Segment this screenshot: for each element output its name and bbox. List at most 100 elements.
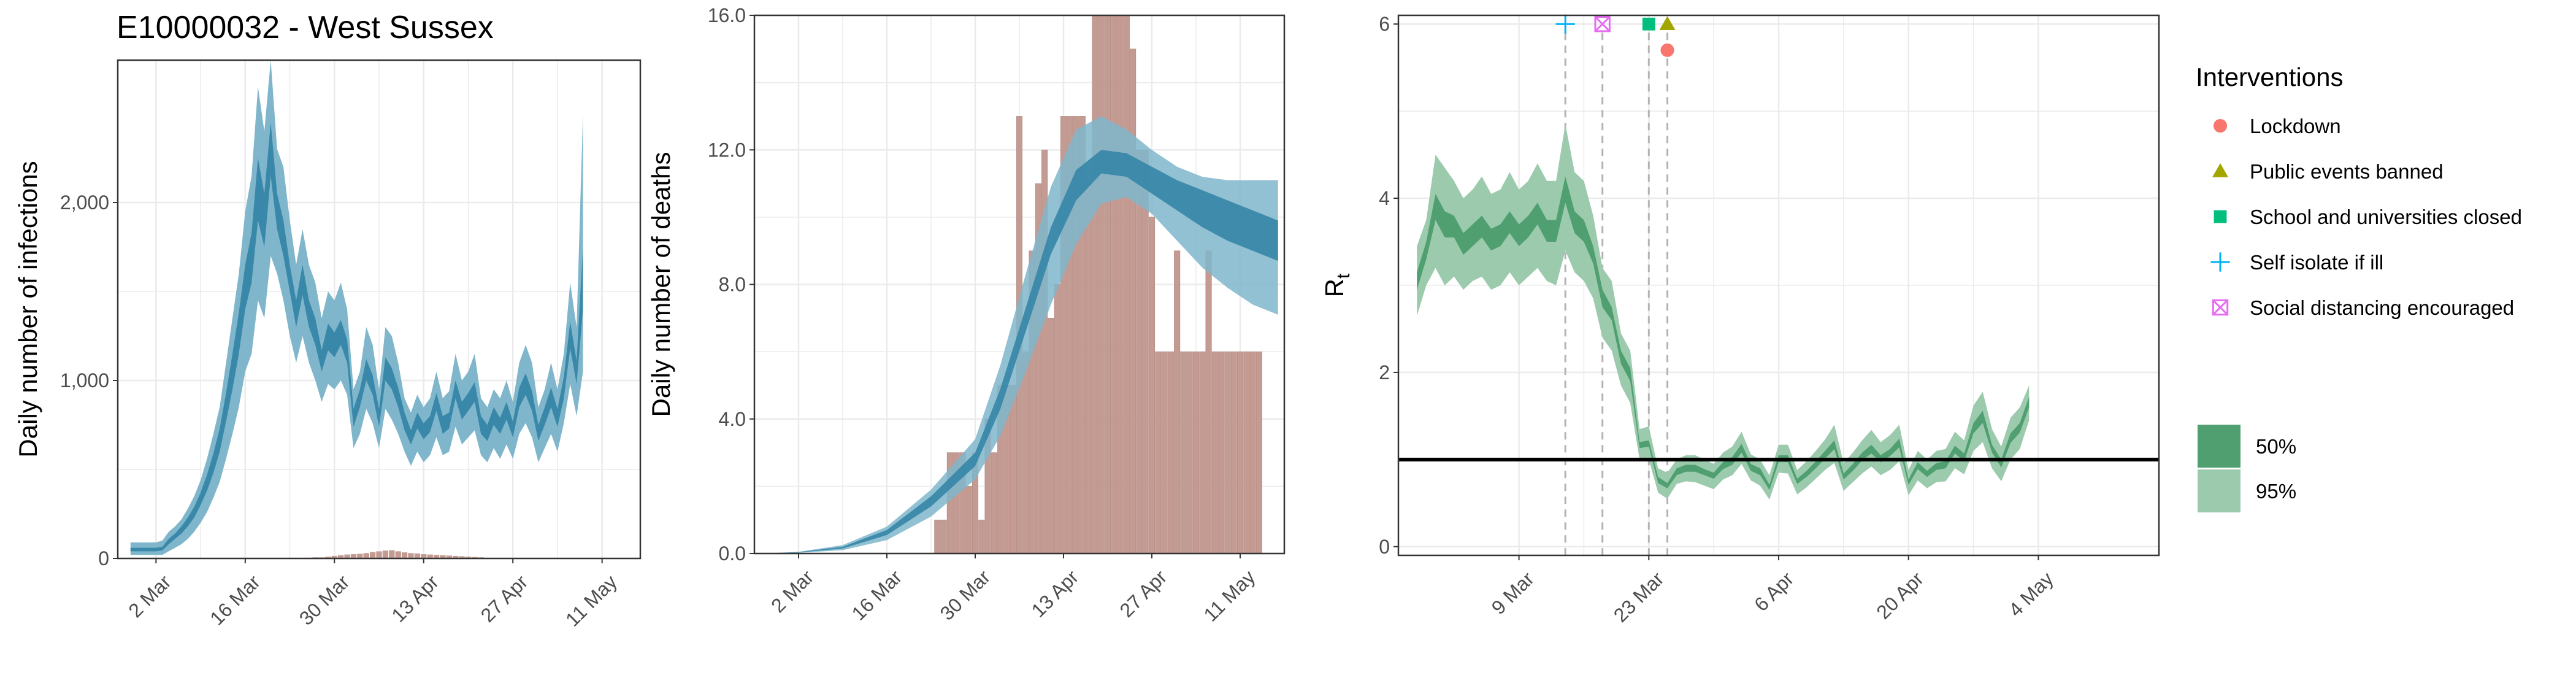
panel3-y-axis-label-subscript: t: [1333, 273, 1354, 279]
infections-observed-bar: [433, 555, 440, 558]
panel2-x-tick-label: 16 Mar: [847, 566, 906, 625]
panel1-x-tick-label: 13 Apr: [387, 571, 443, 627]
deaths-observed-bar: [1098, 15, 1105, 554]
legend-marker-plus: [2210, 252, 2230, 272]
infections-observed-bar: [389, 550, 395, 558]
panel3-y-axis-label-text: R: [1320, 279, 1349, 297]
deaths-observed-bar: [1155, 351, 1162, 554]
infections-observed-bar: [363, 553, 369, 558]
legend-marker-square: [2214, 210, 2227, 223]
infections-observed-bar: [395, 551, 401, 558]
infections-observed-bar: [401, 552, 408, 558]
deaths-observed-bar: [1167, 351, 1174, 554]
panel1-x-tick-label: 30 Mar: [295, 571, 354, 630]
deaths-observed-bar: [1174, 250, 1181, 554]
panel2-y-tick-label: 12.0: [708, 139, 746, 161]
deaths-observed-bar: [1117, 15, 1124, 554]
deaths-observed-bar: [1249, 351, 1256, 554]
panel3-border: [1397, 14, 2160, 557]
panel2-y-tick-label: 4.0: [719, 408, 746, 430]
panel2-border: [753, 14, 1286, 555]
panel1-x-tick-label: 27 Apr: [477, 571, 532, 627]
panel1-x-tick-label: 2 Mar: [124, 571, 175, 622]
panel2-x-tick-label: 13 Apr: [1027, 566, 1083, 622]
deaths-observed-bar: [1255, 351, 1262, 554]
deaths-observed-bar: [1230, 351, 1237, 554]
legend-band-swatch: [2198, 425, 2241, 468]
deaths-observed-bar: [1180, 351, 1187, 554]
deaths-observed-bar: [1218, 351, 1225, 554]
infections-observed-bar: [369, 552, 376, 558]
legend-band-swatch: [2198, 469, 2241, 512]
panel1-y-tick-label: 1,000: [60, 369, 109, 392]
panel3-y-axis-label: Rt: [1320, 273, 1354, 297]
intervention-marker: [1594, 15, 1611, 33]
deaths-observed-bar: [1022, 351, 1029, 554]
legend-item-label: Lockdown: [2250, 115, 2341, 137]
panel3-y-tick-label: 4: [1379, 187, 1390, 209]
infections-observed-bar: [427, 554, 433, 558]
legend-item-label: Public events banned: [2250, 160, 2444, 183]
panel1-y-tick-label: 2,000: [60, 191, 109, 214]
intervention-marker: [1642, 17, 1655, 31]
panel2-y-axis-label-text: Daily number of deaths: [646, 152, 675, 417]
deaths-observed-bar: [934, 519, 941, 554]
deaths-observed-bar: [1092, 15, 1098, 554]
legend-marker-triangle: [2212, 163, 2228, 177]
panel3-x-tick-label: 20 Apr: [1872, 568, 1928, 623]
deaths-observed-bar: [1136, 149, 1143, 554]
panel3-x-tick-label: 9 Mar: [1487, 568, 1539, 619]
intervention-marker: [1555, 14, 1575, 34]
panel3-x-tick-label: 4 May: [2004, 568, 2058, 621]
panel1-y-tick-label: 0: [98, 547, 109, 569]
infections-observed-bar: [331, 555, 337, 558]
panel2-y-axis-label: Daily number of deaths: [646, 152, 675, 417]
legend-item-label: School and universities closed: [2250, 206, 2522, 228]
legend-marker-boxcross: [2212, 299, 2229, 316]
rt-95-band: [1417, 124, 2030, 500]
legend-title: Interventions: [2196, 63, 2343, 91]
infections-observed-bar: [414, 553, 421, 558]
panel1-border: [117, 59, 642, 560]
legend-marker-circle: [2213, 118, 2228, 133]
infections-observed-bar: [453, 555, 459, 558]
deaths-observed-bar: [1123, 15, 1130, 554]
infections-observed-bar: [357, 554, 363, 558]
deaths-observed-bar: [978, 519, 985, 554]
legend-item-label: Social distancing encouraged: [2250, 296, 2514, 319]
panel2-x-tick-label: 30 Mar: [935, 566, 994, 625]
infections-observed-bar: [465, 557, 472, 558]
panel3-x-tick-label: 6 Apr: [1750, 568, 1798, 616]
deaths-observed-bar: [991, 452, 997, 554]
panel3-y-tick-label: 6: [1379, 13, 1390, 35]
panel3-y-tick-label: 2: [1379, 361, 1390, 384]
infections-observed-bar: [408, 553, 414, 558]
deaths-observed-bar: [1130, 48, 1137, 554]
deaths-observed-bar: [1243, 351, 1250, 554]
deaths-observed-bar: [1186, 351, 1193, 554]
panel2-y-tick-label: 8.0: [719, 274, 746, 296]
legend-band-label: 50%: [2256, 435, 2296, 458]
infections-observed-bar: [459, 556, 465, 558]
panel2-x-tick-label: 11 May: [1199, 566, 1259, 626]
infections-observed-bar: [344, 554, 350, 558]
infections-observed-bar: [376, 551, 382, 558]
deaths-observed-bar: [1010, 385, 1016, 554]
deaths-observed-bar: [1086, 183, 1092, 554]
deaths-observed-bar: [940, 519, 947, 554]
deaths-observed-bar: [1048, 318, 1054, 554]
legend-item-label: Self isolate if ill: [2250, 251, 2383, 274]
panel2-x-tick-label: 27 Apr: [1115, 566, 1171, 622]
deaths-observed-bar: [1211, 351, 1218, 554]
infections-observed-bar: [350, 554, 357, 558]
infections-observed-bar: [337, 555, 344, 558]
panel1-y-axis-label: Daily number of infections: [13, 161, 42, 457]
chart-title: E10000032 - West Sussex: [117, 10, 494, 45]
infections-observed-bar: [421, 554, 427, 558]
deaths-observed-bar: [1161, 351, 1168, 554]
deaths-observed-bar: [1148, 217, 1156, 554]
panel2-x-tick-label: 2 Mar: [767, 566, 818, 617]
infections-observed-bar: [382, 550, 389, 558]
